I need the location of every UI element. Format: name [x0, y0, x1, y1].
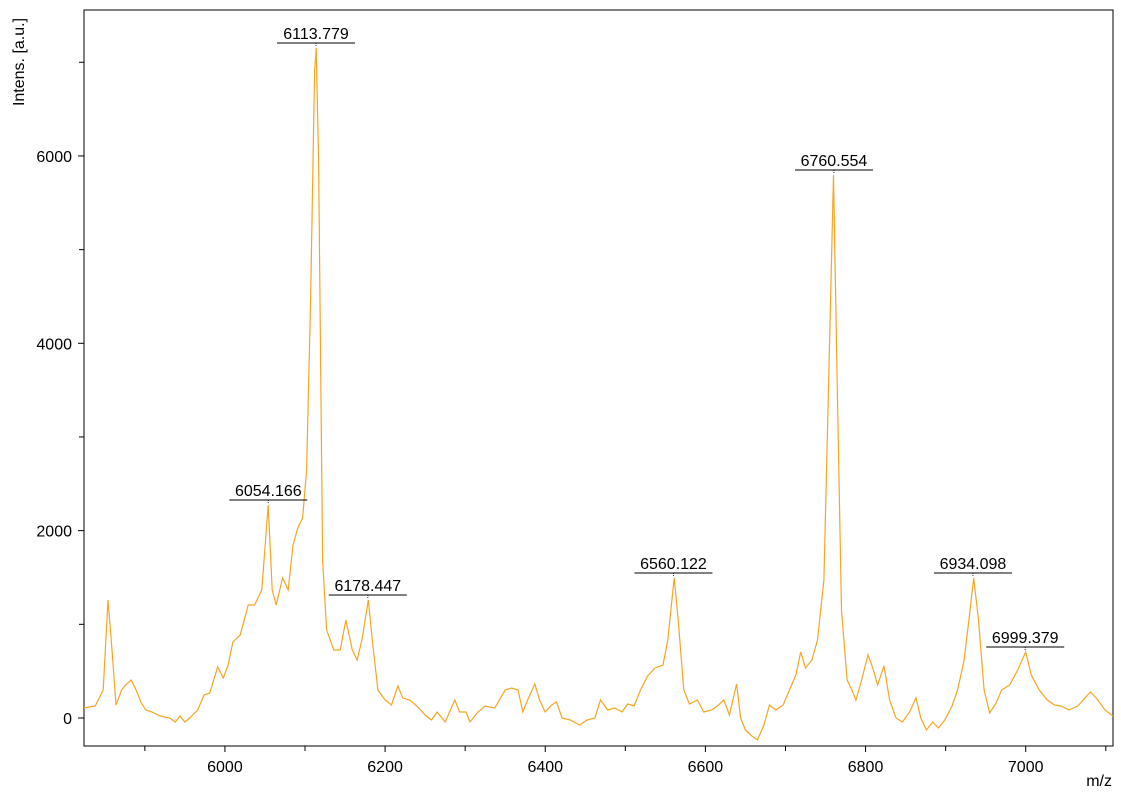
y-tick-label: 2000: [36, 524, 72, 541]
x-tick-label: 6800: [848, 759, 884, 776]
x-tick-label: 6400: [527, 759, 563, 776]
y-tick-label: 4000: [36, 336, 72, 353]
peak-label: 6760.554: [801, 153, 868, 170]
peak-label: 6054.166: [235, 483, 302, 500]
y-axis-label: Intens. [a.u.]: [11, 18, 28, 106]
peak-label: 6178.447: [334, 578, 401, 595]
peak-label: 6999.379: [992, 630, 1059, 647]
y-tick-label: 0: [63, 711, 72, 728]
peak-label: 6560.122: [640, 556, 707, 573]
x-tick-label: 6600: [688, 759, 724, 776]
x-tick-label: 6200: [367, 759, 403, 776]
x-tick-label: 6000: [207, 759, 243, 776]
peak-label: 6934.098: [940, 556, 1007, 573]
spectrum-line: [83, 47, 1114, 741]
plot-frame: [83, 9, 1114, 747]
peak-label: 6113.779: [283, 26, 349, 43]
y-tick-label: 6000: [36, 149, 72, 166]
x-axis-label: m/z: [1086, 773, 1112, 790]
x-tick-label: 7000: [1008, 759, 1044, 776]
